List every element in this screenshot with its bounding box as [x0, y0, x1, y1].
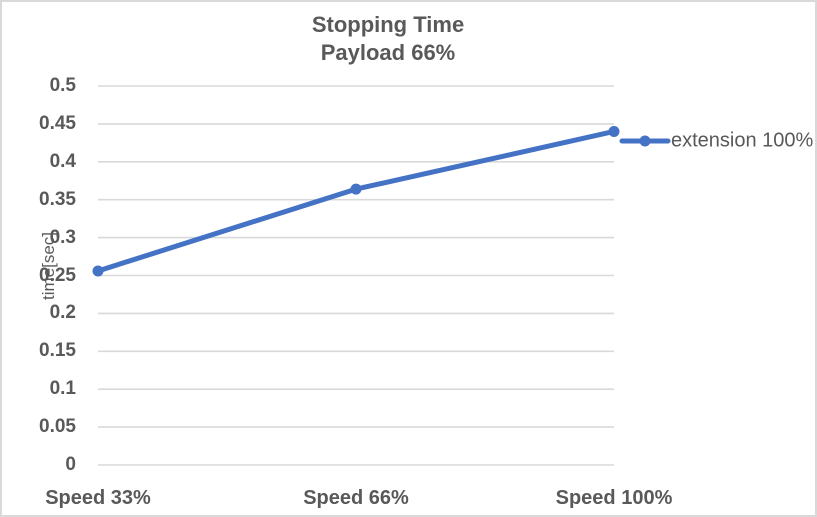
y-axis-tick-label: 0.3 [49, 226, 76, 248]
y-axis-tick-label: 0.5 [49, 75, 76, 96]
y-axis-tick-label: 0 [65, 454, 76, 475]
y-axis-tick-label: 0.35 [39, 188, 76, 210]
data-point-marker [608, 125, 620, 137]
x-axis-tick-label: Speed 66% [303, 487, 409, 509]
y-axis-tick-label: 0.2 [49, 302, 76, 324]
data-point-marker [92, 265, 104, 277]
y-axis-tick-label: 0.25 [39, 264, 76, 286]
chart-title-line1: Stopping Time [311, 12, 465, 37]
chart-title-line2: Payload 66% [320, 40, 456, 65]
legend-marker-dot [639, 135, 651, 147]
y-axis-tick-label: 0.4 [49, 150, 76, 172]
x-axis-tick-label: Speed 100% [555, 487, 673, 509]
chart-title: Stopping Time Payload 66% [312, 11, 464, 67]
y-axis-tick-label: 0.05 [39, 416, 76, 438]
legend-series-label: extension 100% [671, 129, 814, 152]
y-axis-tick-label: 0.1 [49, 378, 76, 400]
x-axis-tick-label: Speed 33% [45, 487, 151, 509]
y-axis-tick-label: 0.45 [39, 112, 76, 134]
data-point-marker [350, 183, 362, 195]
series-line [95, 128, 617, 274]
y-axis-tick-label: 0.15 [39, 340, 76, 362]
